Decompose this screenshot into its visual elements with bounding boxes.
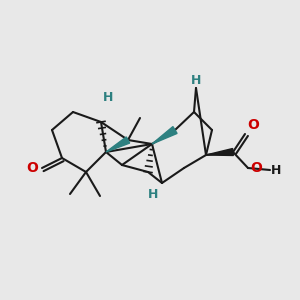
Polygon shape (106, 137, 130, 152)
Text: O: O (247, 118, 259, 132)
Text: H: H (103, 91, 113, 104)
Text: O: O (250, 161, 262, 175)
Text: H: H (271, 164, 281, 176)
Text: O: O (26, 161, 38, 175)
Text: H: H (191, 74, 201, 87)
Polygon shape (206, 148, 233, 155)
Text: H: H (148, 188, 158, 201)
Polygon shape (152, 127, 177, 144)
